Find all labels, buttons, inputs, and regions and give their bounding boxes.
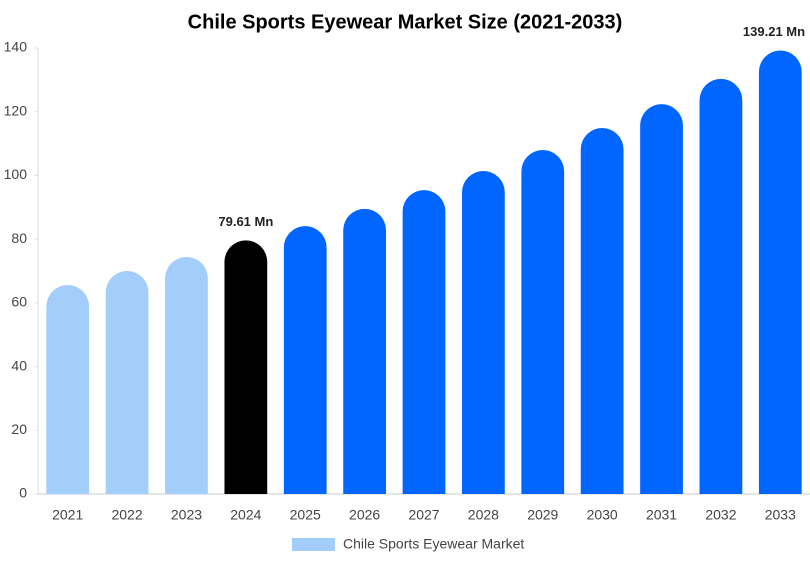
value-label: 79.61 Mn <box>218 214 273 229</box>
bar <box>283 226 327 494</box>
bar <box>462 170 505 494</box>
x-tick-label: 2033 <box>765 507 796 523</box>
bar <box>343 208 386 494</box>
bar <box>105 271 149 494</box>
legend-label: Chile Sports Eyewear Market <box>343 536 524 552</box>
bar <box>402 190 446 495</box>
x-tick-label: 2028 <box>468 507 499 523</box>
x-tick-label: 2023 <box>171 507 202 523</box>
bar <box>46 285 90 494</box>
legend-swatch <box>292 538 335 551</box>
y-tick-label: 80 <box>11 230 27 246</box>
bar <box>580 127 624 495</box>
bar <box>758 50 802 494</box>
x-tick-label: 2031 <box>646 507 677 523</box>
y-tick-label: 40 <box>11 357 27 373</box>
y-tick-label: 20 <box>11 421 27 437</box>
bar <box>640 104 683 495</box>
x-tick-label: 2025 <box>290 507 321 523</box>
bar <box>699 78 743 494</box>
bar <box>165 257 208 494</box>
y-tick-label: 140 <box>4 39 28 55</box>
x-tick-label: 2024 <box>230 507 261 523</box>
value-label: 139.21 Mn <box>743 24 805 39</box>
x-tick-label: 2026 <box>349 507 380 523</box>
x-tick-label: 2030 <box>587 507 618 523</box>
chart-title: Chile Sports Eyewear Market Size (2021-2… <box>188 11 623 33</box>
y-tick-label: 120 <box>4 102 28 118</box>
x-tick-label: 2032 <box>705 507 736 523</box>
x-tick-label: 2022 <box>111 507 142 523</box>
x-tick-label: 2029 <box>527 507 558 523</box>
bar <box>521 149 565 494</box>
x-tick-label: 2021 <box>52 507 83 523</box>
x-tick-label: 2027 <box>408 507 439 523</box>
bar <box>224 240 268 494</box>
y-tick-label: 60 <box>11 294 27 310</box>
y-tick-label: 0 <box>19 485 27 501</box>
y-tick-label: 100 <box>4 166 28 182</box>
